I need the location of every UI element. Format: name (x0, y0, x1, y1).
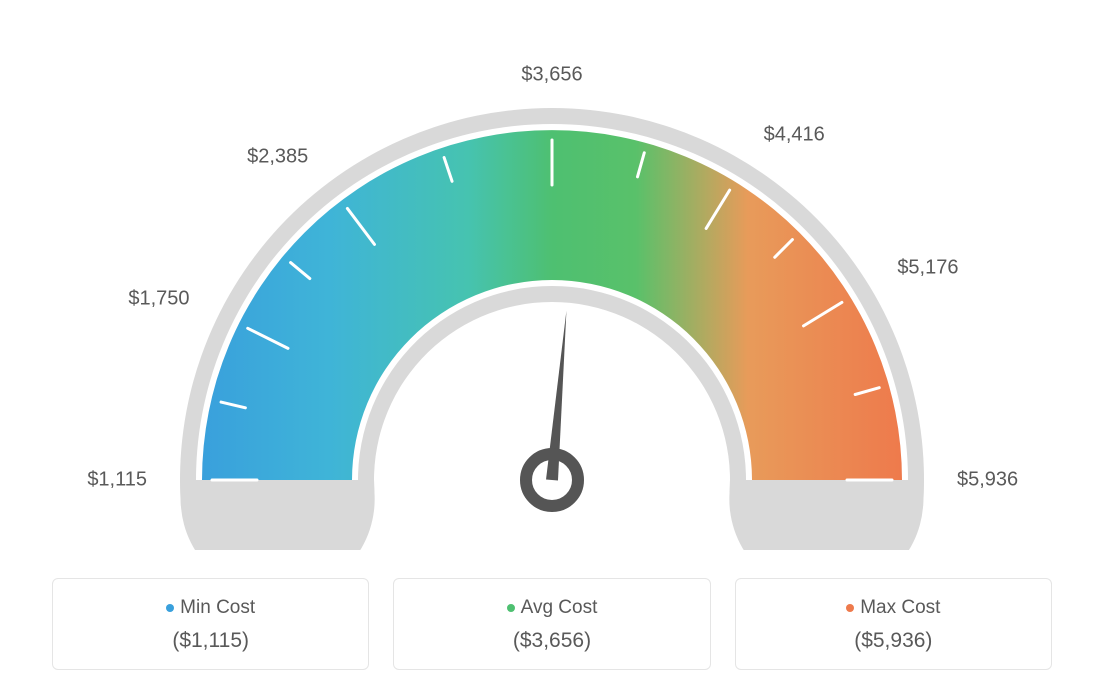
gauge-tick-label: $5,176 (897, 257, 958, 280)
dot-icon (846, 604, 854, 612)
summary-cards: Min Cost ($1,115) Avg Cost ($3,656) Max … (52, 578, 1052, 670)
chart-container: $1,115 $1,750 $2,385 $3,656 $4,416 $5,176 $5,9… (0, 0, 1104, 690)
dot-icon (166, 604, 174, 612)
max-cost-card: Max Cost ($5,936) (735, 578, 1052, 670)
gauge-tick-label: $3,656 (521, 64, 582, 87)
gauge-cap-left (180, 480, 375, 550)
avg-cost-label-text: Avg Cost (521, 597, 598, 618)
avg-cost-value: ($3,656) (406, 629, 697, 653)
min-cost-card: Min Cost ($1,115) (52, 578, 369, 670)
min-cost-value: ($1,115) (65, 629, 356, 653)
gauge-tick-label: $4,416 (764, 123, 825, 146)
min-cost-label-text: Min Cost (180, 597, 255, 618)
max-cost-label-text: Max Cost (860, 597, 940, 618)
max-cost-label: Max Cost (748, 597, 1039, 619)
gauge-tick-label: $1,115 (87, 469, 147, 492)
max-cost-value: ($5,936) (748, 629, 1039, 653)
gauge-tick-label: $1,750 (128, 288, 189, 311)
gauge-tick-label: $2,385 (247, 145, 308, 168)
gauge-cap-right (729, 480, 924, 550)
gauge: $1,115$1,750$2,385$3,656$4,416$5,176$5,9… (102, 50, 1002, 550)
avg-cost-card: Avg Cost ($3,656) (393, 578, 710, 670)
dot-icon (507, 604, 515, 612)
gauge-svg (102, 50, 1002, 550)
gauge-tick-label: $5,936 (957, 469, 1018, 492)
min-cost-label: Min Cost (65, 597, 356, 619)
avg-cost-label: Avg Cost (406, 597, 697, 619)
